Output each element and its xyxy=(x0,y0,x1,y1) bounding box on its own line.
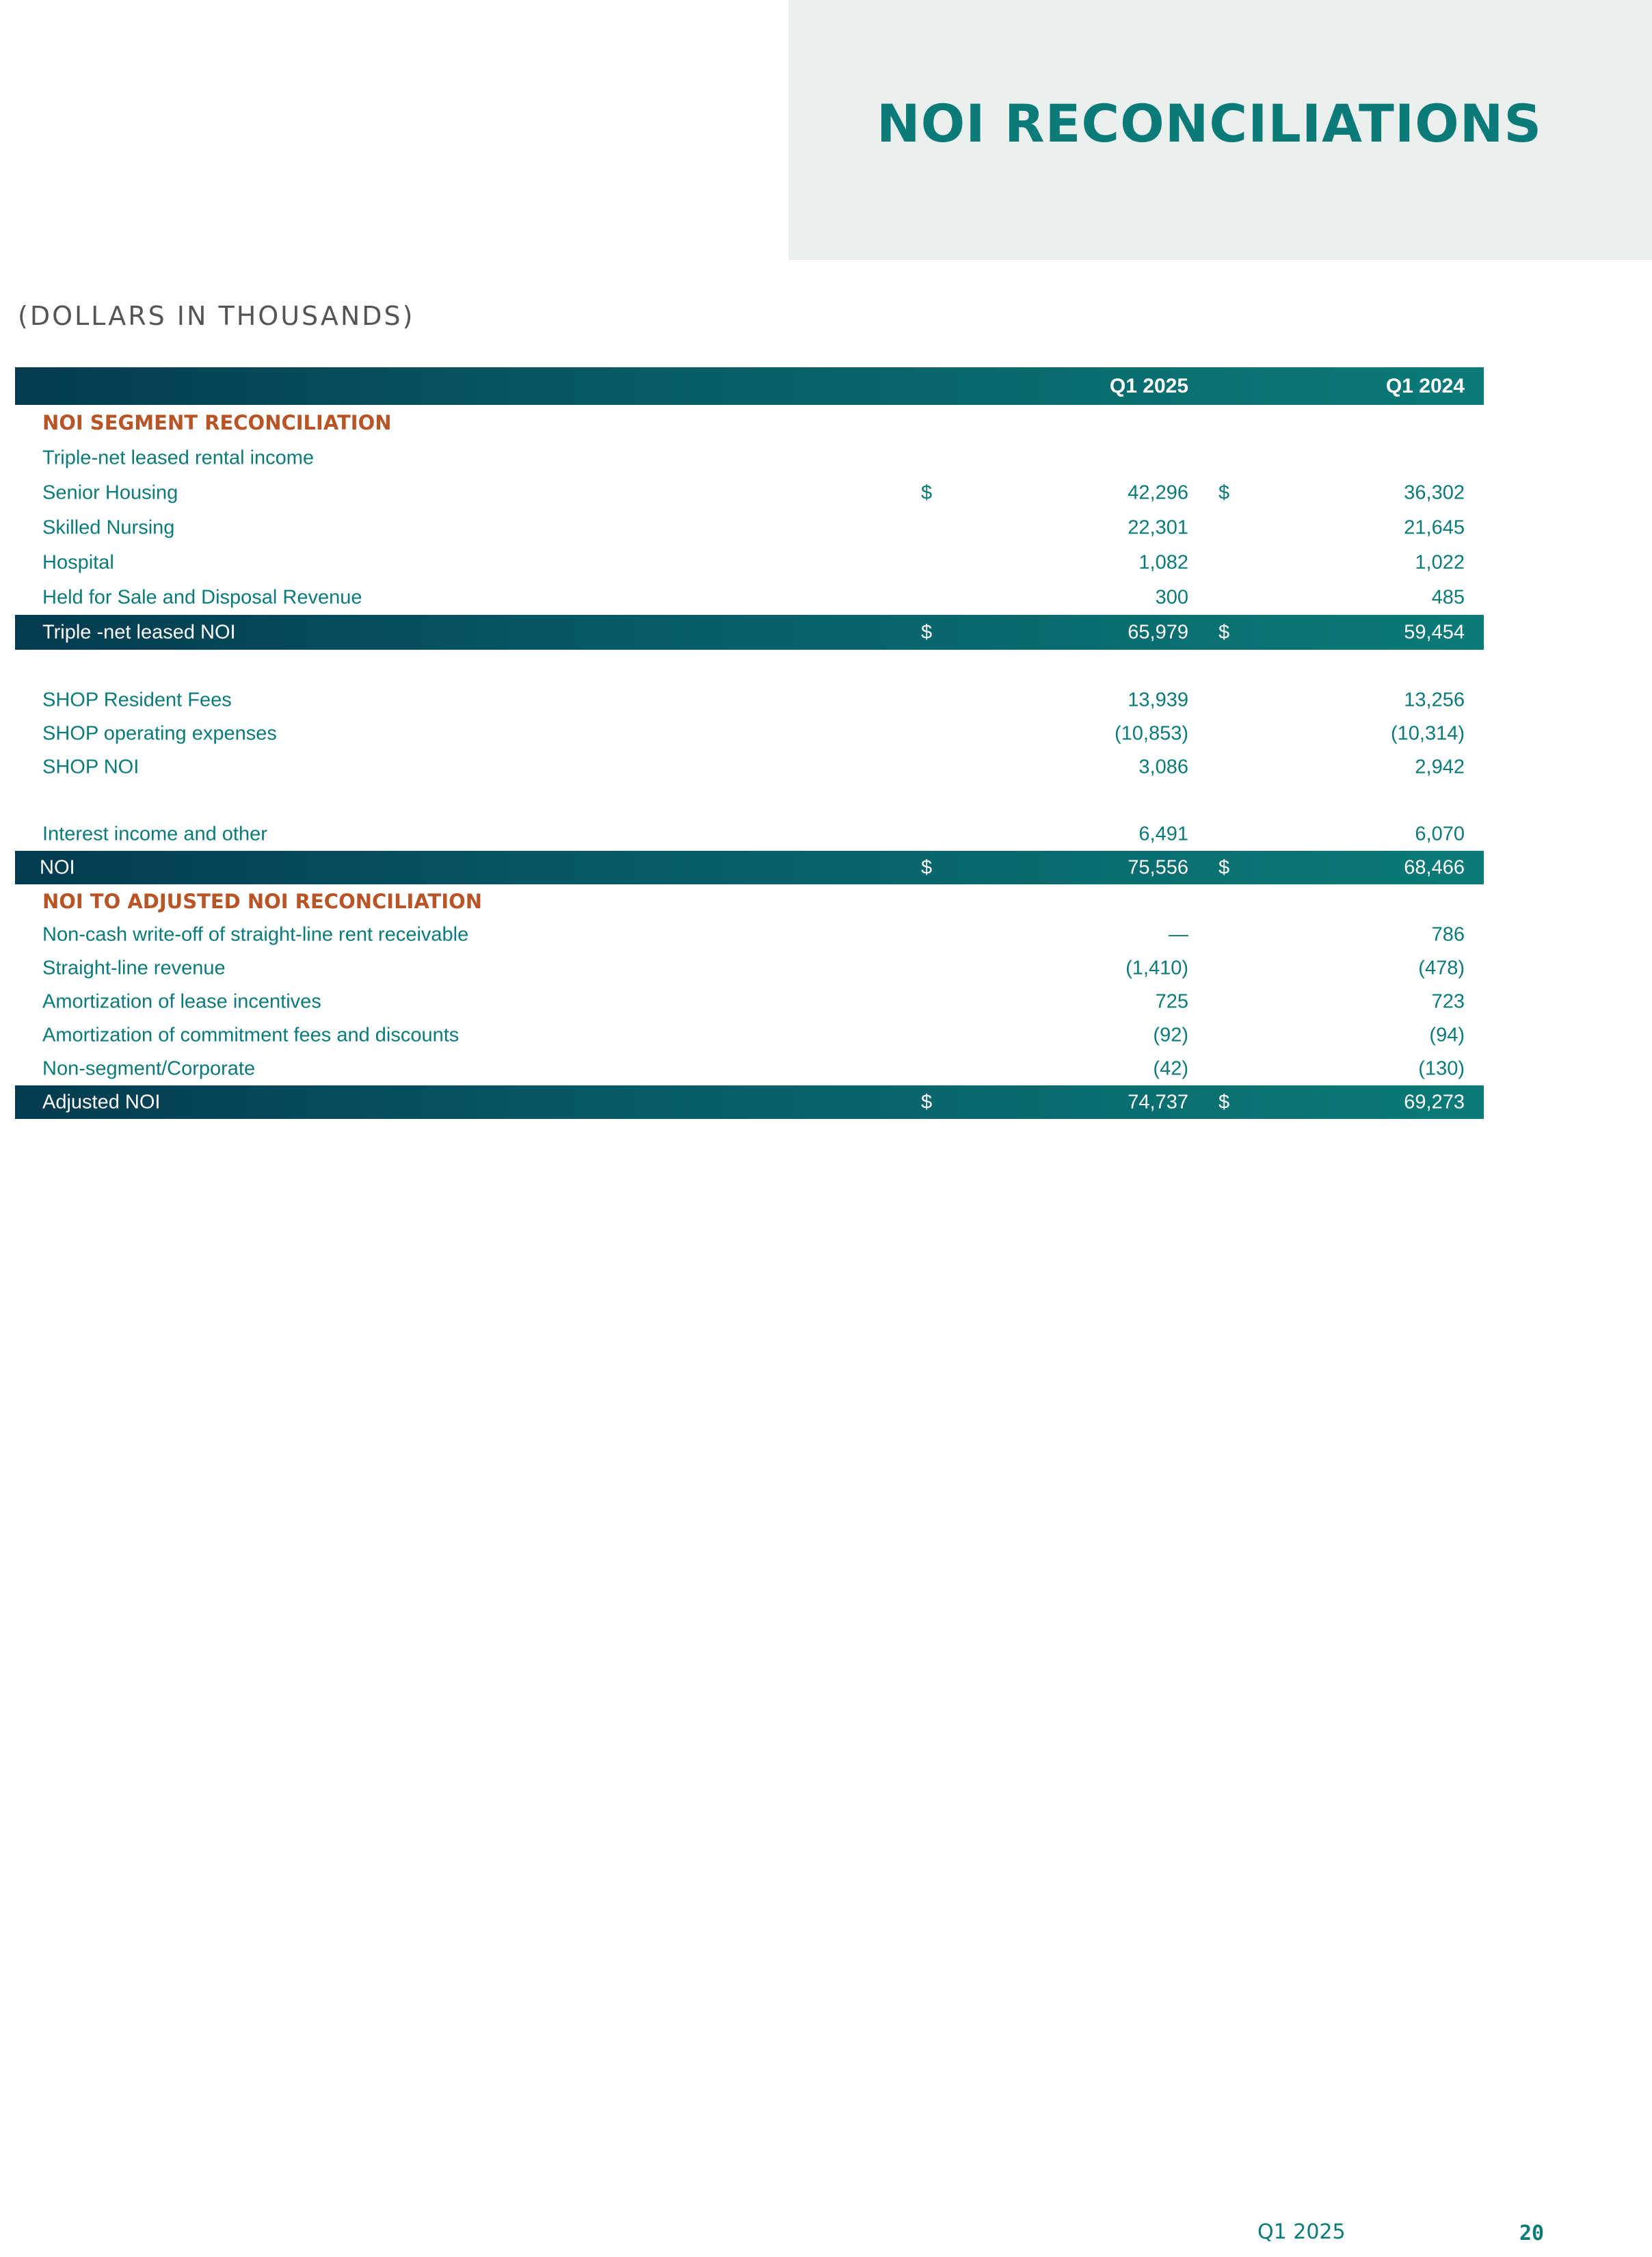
spacer-row xyxy=(15,650,1484,683)
column-header-q1-2024: Q1 2024 xyxy=(1385,374,1465,397)
table-row: Straight-line revenue (1,410) (478) xyxy=(15,951,1484,985)
title-panel xyxy=(788,0,1652,260)
row-label: Interest income and other xyxy=(42,823,267,845)
section-title-adjusted: NOI TO ADJUSTED NOI RECONCILIATION xyxy=(42,889,483,913)
value-q1-2024: 69,273 xyxy=(1404,1091,1465,1113)
value-q1-2025: 75,556 xyxy=(1128,856,1188,878)
footer-period: Q1 2025 xyxy=(1257,2220,1346,2244)
value-q1-2025: (42) xyxy=(1153,1057,1188,1079)
row-label: SHOP operating expenses xyxy=(42,722,277,744)
table-row: Triple-net leased rental income xyxy=(15,440,1484,475)
row-label: Triple -net leased NOI xyxy=(42,621,236,643)
subtotal-row: Triple -net leased NOI $ 65,979 $ 59,454 xyxy=(15,615,1484,650)
table-row: SHOP NOI 3,086 2,942 xyxy=(15,750,1484,784)
row-label: Hospital xyxy=(42,551,114,573)
value-q1-2024: (10,314) xyxy=(1390,722,1465,744)
row-label: SHOP NOI xyxy=(42,756,139,778)
value-q1-2024: 36,302 xyxy=(1404,481,1465,503)
value-q1-2024: (478) xyxy=(1418,957,1465,979)
section-header-row: NOI SEGMENT RECONCILIATION xyxy=(15,405,1484,440)
spacer-row xyxy=(15,784,1484,817)
value-q1-2024: (94) xyxy=(1429,1024,1465,1046)
table-row: Non-segment/Corporate (42) (130) xyxy=(15,1052,1484,1085)
row-label: Triple-net leased rental income xyxy=(42,447,315,468)
value-q1-2024: 13,256 xyxy=(1404,689,1465,711)
table-row: SHOP operating expenses (10,853) (10,314… xyxy=(15,717,1484,750)
section-header-row: NOI TO ADJUSTED NOI RECONCILIATION xyxy=(15,884,1484,918)
value-q1-2024: 2,942 xyxy=(1415,756,1465,778)
currency-symbol: $ xyxy=(921,481,933,503)
value-q1-2025: (92) xyxy=(1153,1024,1188,1046)
currency-symbol: $ xyxy=(921,621,933,643)
table-row: SHOP Resident Fees 13,939 13,256 xyxy=(15,683,1484,717)
column-header-q1-2025: Q1 2025 xyxy=(1109,374,1188,397)
value-q1-2024: 723 xyxy=(1431,990,1465,1012)
row-label: Non-segment/Corporate xyxy=(42,1057,256,1079)
value-q1-2024: 485 xyxy=(1431,586,1465,608)
value-q1-2025: 725 xyxy=(1155,990,1188,1012)
section-title-segment: NOI SEGMENT RECONCILIATION xyxy=(42,411,392,434)
value-q1-2024: 786 xyxy=(1431,923,1465,945)
row-label: Adjusted NOI xyxy=(42,1091,161,1113)
page-title: NOI RECONCILIATIONS xyxy=(877,93,1543,154)
value-q1-2024: 21,645 xyxy=(1404,516,1465,538)
table-row: Held for Sale and Disposal Revenue 300 4… xyxy=(15,580,1484,615)
table-row: Skilled Nursing 22,301 21,645 xyxy=(15,510,1484,545)
value-q1-2025: 1,082 xyxy=(1138,551,1188,573)
noi-table: Q1 2025 Q1 2024 NOI SEGMENT RECONCILIATI… xyxy=(15,367,1484,1119)
currency-symbol: $ xyxy=(1218,856,1230,878)
value-q1-2025: 13,939 xyxy=(1128,689,1188,711)
row-label: Non-cash write-off of straight-line rent… xyxy=(42,923,469,945)
row-label: Amortization of commitment fees and disc… xyxy=(42,1024,459,1046)
currency-symbol: $ xyxy=(1218,621,1230,643)
value-q1-2025: 3,086 xyxy=(1138,756,1188,778)
row-label: Straight-line revenue xyxy=(42,957,226,979)
value-q1-2025: 65,979 xyxy=(1128,621,1188,643)
table-header-row: Q1 2025 Q1 2024 xyxy=(15,367,1484,405)
page-number: 20 xyxy=(1519,2221,1545,2245)
total-row: NOI $ 75,556 $ 68,466 xyxy=(15,851,1484,884)
row-label: NOI xyxy=(40,856,75,878)
value-q1-2024: 1,022 xyxy=(1415,551,1465,573)
row-label: Senior Housing xyxy=(42,481,178,503)
table-row: Amortization of lease incentives 725 723 xyxy=(15,985,1484,1018)
value-q1-2025: (1,410) xyxy=(1125,957,1188,979)
value-q1-2024: 68,466 xyxy=(1404,856,1465,878)
currency-symbol: $ xyxy=(921,856,933,878)
value-q1-2024: 6,070 xyxy=(1415,823,1465,845)
table-row: Hospital 1,082 1,022 xyxy=(15,545,1484,580)
row-label: Amortization of lease incentives xyxy=(42,990,321,1012)
row-label: Skilled Nursing xyxy=(42,516,175,538)
value-q1-2025: 22,301 xyxy=(1128,516,1188,538)
units-note: (DOLLARS IN THOUSANDS) xyxy=(18,301,415,331)
currency-symbol: $ xyxy=(1218,1091,1230,1113)
currency-symbol: $ xyxy=(921,1091,933,1113)
row-label: SHOP Resident Fees xyxy=(42,689,232,711)
currency-symbol: $ xyxy=(1218,481,1230,503)
value-q1-2025: 42,296 xyxy=(1128,481,1188,503)
value-q1-2024: (130) xyxy=(1418,1057,1465,1079)
value-q1-2025: 6,491 xyxy=(1138,823,1188,845)
value-q1-2025: 300 xyxy=(1155,586,1188,608)
table-row: Senior Housing $ 42,296 $ 36,302 xyxy=(15,475,1484,510)
total-row: Adjusted NOI $ 74,737 $ 69,273 xyxy=(15,1085,1484,1119)
table-row: Amortization of commitment fees and disc… xyxy=(15,1018,1484,1052)
value-q1-2025: 74,737 xyxy=(1128,1091,1188,1113)
value-q1-2025: (10,853) xyxy=(1114,722,1188,744)
row-label: Held for Sale and Disposal Revenue xyxy=(42,586,362,608)
value-q1-2025: — xyxy=(1169,923,1188,945)
table-row: Non-cash write-off of straight-line rent… xyxy=(15,918,1484,951)
table-row: Interest income and other 6,491 6,070 xyxy=(15,817,1484,851)
value-q1-2024: 59,454 xyxy=(1404,621,1465,643)
